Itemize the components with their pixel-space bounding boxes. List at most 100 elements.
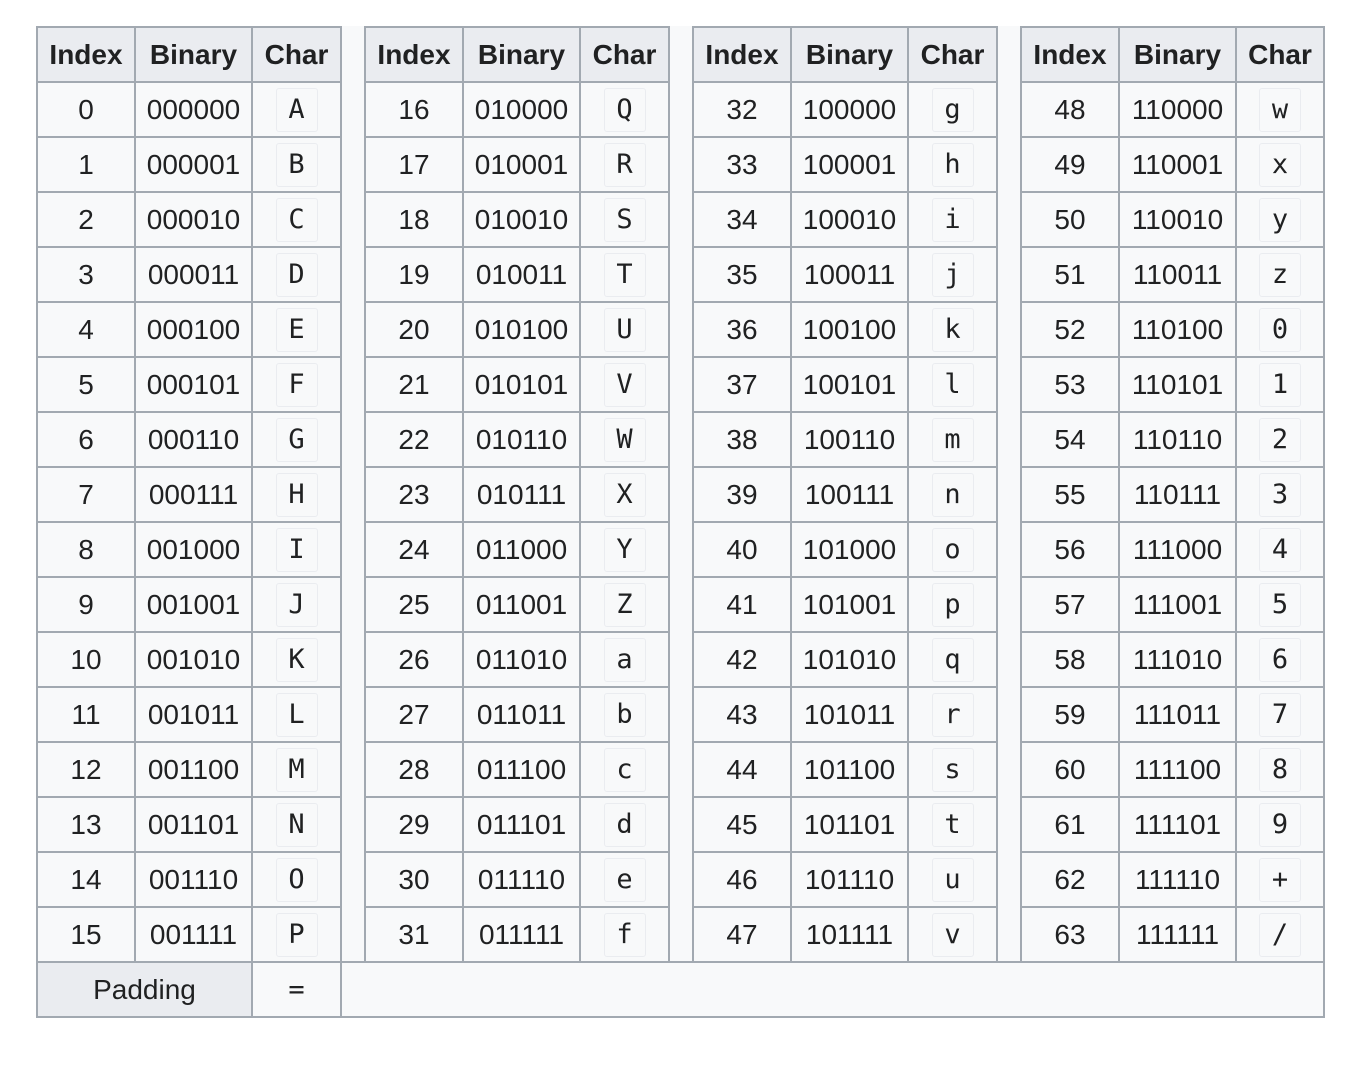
binary-cell: 101001 xyxy=(790,576,909,633)
index-cell: 41 xyxy=(692,576,792,633)
char-code: x xyxy=(1259,142,1301,187)
index-cell: 7 xyxy=(36,466,136,523)
char-code: R xyxy=(603,142,646,187)
char-code: i xyxy=(931,197,974,242)
column-header-binary: Binary xyxy=(134,26,253,83)
char-cell: y xyxy=(1235,191,1325,248)
char-cell: z xyxy=(1235,246,1325,303)
table-row: 3 000011 D 19 010011 T 35 100011 j 51 110011 z xyxy=(36,246,1325,303)
binary-cell: 110100 xyxy=(1118,301,1237,358)
char-cell: P xyxy=(251,906,342,963)
char-cell: d xyxy=(579,796,670,853)
char-cell: N xyxy=(251,796,342,853)
binary-cell: 000100 xyxy=(134,301,253,358)
binary-cell: 100101 xyxy=(790,356,909,413)
binary-cell: 111101 xyxy=(1118,796,1237,853)
char-code: 5 xyxy=(1259,582,1301,627)
group-separator xyxy=(668,687,694,742)
index-cell: 11 xyxy=(36,686,136,743)
table-row: 0 000000 A 16 010000 Q 32 100000 g 48 110000 w xyxy=(36,81,1325,138)
char-code: E xyxy=(275,307,318,352)
char-cell: E xyxy=(251,301,342,358)
char-cell: s xyxy=(907,741,998,798)
char-cell: t xyxy=(907,796,998,853)
group-separator xyxy=(668,357,694,412)
char-cell: I xyxy=(251,521,342,578)
index-cell: 37 xyxy=(692,356,792,413)
group-separator xyxy=(996,687,1022,742)
index-cell: 21 xyxy=(364,356,464,413)
index-cell: 13 xyxy=(36,796,136,853)
group-separator xyxy=(340,907,366,962)
column-header-index: Index xyxy=(364,26,464,83)
binary-cell: 110111 xyxy=(1118,466,1237,523)
char-code: y xyxy=(1259,197,1301,242)
binary-cell: 010011 xyxy=(462,246,581,303)
binary-cell: 000101 xyxy=(134,356,253,413)
char-code: W xyxy=(603,417,646,462)
binary-cell: 011010 xyxy=(462,631,581,688)
padding-empty-cell xyxy=(340,961,1325,1018)
binary-cell: 011101 xyxy=(462,796,581,853)
char-code: M xyxy=(275,747,318,792)
index-cell: 16 xyxy=(364,81,464,138)
table-row: 11 001011 L 27 011011 b 43 101011 r 59 111011 7 xyxy=(36,686,1325,743)
index-cell: 24 xyxy=(364,521,464,578)
binary-cell: 110010 xyxy=(1118,191,1237,248)
index-cell: 8 xyxy=(36,521,136,578)
index-cell: 32 xyxy=(692,81,792,138)
char-cell: g xyxy=(907,81,998,138)
binary-cell: 111110 xyxy=(1118,851,1237,908)
group-separator xyxy=(340,852,366,907)
char-code: d xyxy=(603,802,646,847)
binary-cell: 010100 xyxy=(462,301,581,358)
index-cell: 56 xyxy=(1020,521,1120,578)
char-cell: 4 xyxy=(1235,521,1325,578)
padding-char-cell: = xyxy=(251,961,342,1018)
binary-cell: 101100 xyxy=(790,741,909,798)
padding-row: Padding = xyxy=(36,961,1325,1018)
binary-cell: 010000 xyxy=(462,81,581,138)
index-cell: 57 xyxy=(1020,576,1120,633)
group-separator xyxy=(340,797,366,852)
char-code: B xyxy=(275,142,318,187)
binary-cell: 110101 xyxy=(1118,356,1237,413)
group-separator xyxy=(668,27,694,82)
char-code: g xyxy=(931,87,974,132)
index-cell: 4 xyxy=(36,301,136,358)
index-cell: 31 xyxy=(364,906,464,963)
binary-cell: 011011 xyxy=(462,686,581,743)
char-cell: B xyxy=(251,136,342,193)
index-cell: 48 xyxy=(1020,81,1120,138)
group-separator xyxy=(996,302,1022,357)
char-cell: M xyxy=(251,741,342,798)
char-code: 8 xyxy=(1259,747,1301,792)
binary-cell: 100110 xyxy=(790,411,909,468)
group-separator xyxy=(996,797,1022,852)
table-row: 1 000001 B 17 010001 R 33 100001 h 49 110001 x xyxy=(36,136,1325,193)
binary-cell: 000111 xyxy=(134,466,253,523)
char-code: 6 xyxy=(1259,637,1301,682)
group-separator xyxy=(996,577,1022,632)
binary-cell: 100100 xyxy=(790,301,909,358)
index-cell: 18 xyxy=(364,191,464,248)
char-code: h xyxy=(931,142,974,187)
char-code: O xyxy=(275,857,318,902)
char-code: l xyxy=(931,362,974,407)
binary-cell: 110011 xyxy=(1118,246,1237,303)
char-cell: a xyxy=(579,631,670,688)
index-cell: 0 xyxy=(36,81,136,138)
char-cell: T xyxy=(579,246,670,303)
index-cell: 51 xyxy=(1020,246,1120,303)
index-cell: 14 xyxy=(36,851,136,908)
index-cell: 53 xyxy=(1020,356,1120,413)
binary-cell: 111100 xyxy=(1118,741,1237,798)
group-separator xyxy=(340,137,366,192)
index-cell: 26 xyxy=(364,631,464,688)
index-cell: 44 xyxy=(692,741,792,798)
char-cell: O xyxy=(251,851,342,908)
group-separator xyxy=(668,412,694,467)
char-code: U xyxy=(603,307,646,352)
binary-cell: 111111 xyxy=(1118,906,1237,963)
index-cell: 34 xyxy=(692,191,792,248)
